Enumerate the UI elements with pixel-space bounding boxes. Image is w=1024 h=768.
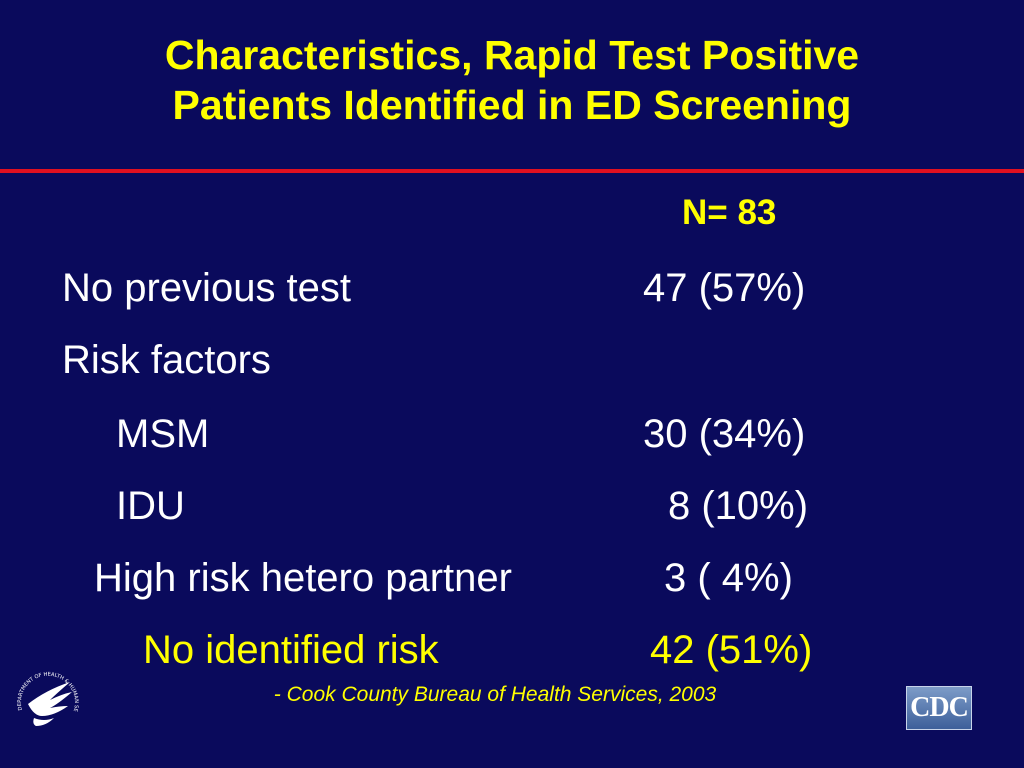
row-label-no-identified-risk: No identified risk (143, 628, 439, 672)
cdc-logo-text: CDC (910, 692, 969, 723)
title-line-2: Patients Identified in ED Screening (172, 82, 852, 128)
row-label-no-previous-test: No previous test (62, 266, 352, 310)
row-label-high-risk-hetero: High risk hetero partner (94, 556, 512, 600)
row-label-risk-factors: Risk factors (62, 338, 271, 382)
row-value-no-identified-risk: 42 (51%) (650, 628, 813, 672)
row-label-msm: MSM (116, 412, 210, 456)
title-divider (0, 169, 1024, 173)
title-line-1: Characteristics, Rapid Test Positive (164, 32, 860, 78)
row-label-idu: IDU (116, 484, 185, 528)
row-value-msm: 30 (34%) (643, 412, 806, 456)
cdc-logo: CDC (906, 686, 972, 730)
slide-title: Characteristics, Rapid Test Positive Pat… (0, 30, 1024, 130)
row-value-high-risk-hetero: 3 ( 4%) (664, 556, 793, 600)
hhs-eagle-seal-icon: DEPARTMENT OF HEALTH & HUMAN SERVICES · … (10, 660, 79, 726)
column-header-n: N= 83 (682, 193, 777, 232)
row-value-no-previous-test: 47 (57%) (643, 266, 806, 310)
source-citation: - Cook County Bureau of Health Services,… (273, 683, 717, 706)
row-value-idu: 8 (10%) (668, 484, 809, 528)
